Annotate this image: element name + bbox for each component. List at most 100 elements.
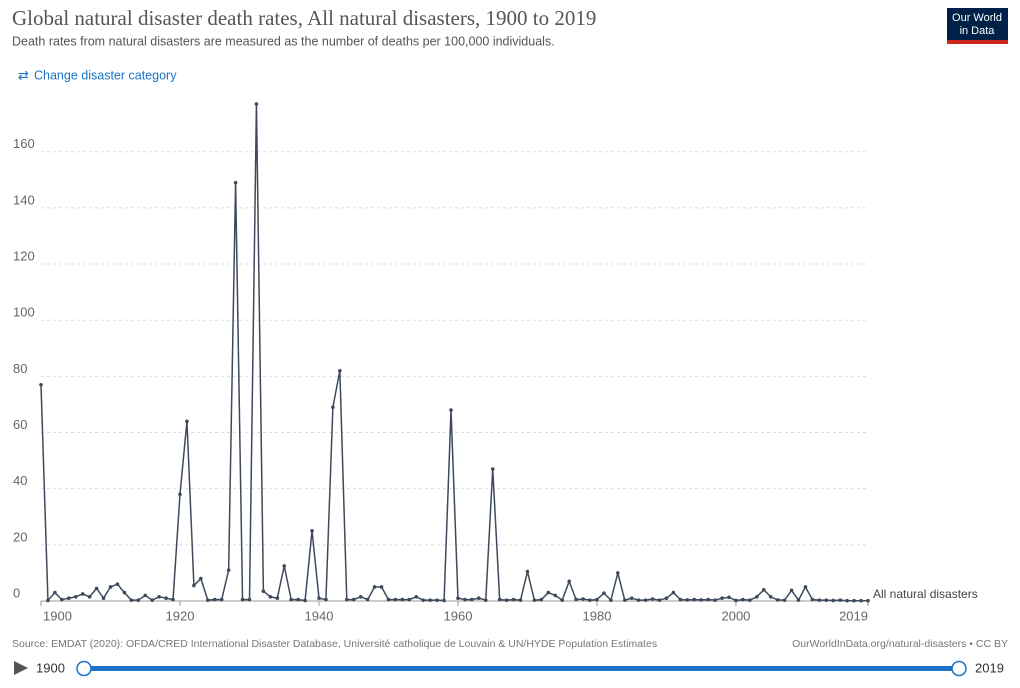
y-tick-label: 60 <box>13 417 27 432</box>
data-point <box>560 598 565 602</box>
logo-text: in Data <box>960 25 996 37</box>
data-point <box>428 598 432 602</box>
data-point <box>254 102 259 106</box>
logo-text: Our World <box>952 12 1002 24</box>
data-point <box>442 598 446 603</box>
data-point <box>616 571 620 575</box>
license: OurWorldInData.org/natural-disasters • C… <box>792 638 1008 650</box>
data-point <box>588 598 592 602</box>
timeline-handle[interactable] <box>951 660 967 677</box>
data-point <box>713 598 717 602</box>
data-point <box>483 598 488 602</box>
data-point <box>609 598 613 602</box>
data-point <box>233 180 238 185</box>
data-point <box>504 598 509 602</box>
data-point <box>664 596 669 600</box>
data-point <box>108 585 113 589</box>
change-category-button[interactable]: ⇄ Change disaster category <box>18 67 177 82</box>
timeline-track[interactable] <box>84 666 959 671</box>
logo-box <box>947 8 1008 44</box>
data-point <box>734 598 738 603</box>
data-point <box>199 576 203 581</box>
data-point <box>178 492 182 497</box>
data-point <box>414 594 419 599</box>
data-point <box>379 585 384 589</box>
y-tick-label: 80 <box>13 361 27 376</box>
data-point <box>511 597 516 602</box>
data-point <box>859 598 863 603</box>
data-point <box>317 596 321 600</box>
data-point <box>567 579 571 584</box>
data-point <box>324 597 328 602</box>
data-point <box>622 598 627 602</box>
play-button[interactable] <box>14 661 28 675</box>
x-tick-label: 1940 <box>305 608 334 623</box>
data-point <box>449 408 453 412</box>
timeline-handle[interactable] <box>76 660 92 677</box>
data-point <box>852 598 856 603</box>
x-tick-label: 1920 <box>166 608 195 623</box>
data-point <box>678 597 683 602</box>
data-point <box>699 598 704 602</box>
chart-subtitle: Death rates from natural disasters are m… <box>12 34 555 48</box>
data-point <box>789 588 794 593</box>
data-point <box>212 597 217 602</box>
data-point <box>185 419 189 424</box>
swap-icon: ⇄ <box>18 67 29 82</box>
data-point <box>289 597 293 602</box>
x-tick-label: 1980 <box>583 608 612 623</box>
data-point <box>351 597 356 602</box>
y-tick-label: 120 <box>13 248 35 263</box>
source: Source: EMDAT (2020): OFDA/CRED Internat… <box>12 638 657 650</box>
data-point <box>456 596 460 600</box>
data-point <box>497 597 502 602</box>
data-point <box>824 598 829 602</box>
plot: 0 20 40 60 80 100 120 140 160 1900 1920 1940 1960 198… <box>13 102 978 623</box>
data-point <box>247 597 252 602</box>
data-point <box>60 597 64 602</box>
data-point <box>595 597 599 602</box>
data-point <box>761 587 766 592</box>
data-point <box>706 597 710 602</box>
data-point <box>629 596 634 600</box>
data-point <box>831 598 836 603</box>
data-point <box>755 594 759 599</box>
data-point <box>386 597 391 602</box>
control-label[interactable]: Change disaster category <box>34 68 177 82</box>
data-point <box>400 597 405 602</box>
data-point <box>463 597 467 602</box>
data-point <box>803 585 808 589</box>
data-point <box>240 597 245 602</box>
data-point <box>782 598 787 602</box>
data-point <box>796 598 801 602</box>
chart-title: Global natural disaster death rates, All… <box>12 6 596 30</box>
y-tick-label: 140 <box>13 192 35 207</box>
data-point <box>344 597 349 602</box>
data-point <box>532 598 537 602</box>
data-point <box>720 596 724 600</box>
data-point <box>303 598 307 603</box>
data-point <box>727 595 731 600</box>
data-point <box>296 597 300 602</box>
data-point <box>87 594 92 599</box>
data-point <box>275 596 280 600</box>
data-point <box>574 597 578 602</box>
data-point <box>546 590 551 595</box>
data-point <box>136 598 141 602</box>
data-point <box>685 598 690 602</box>
data-point <box>372 585 377 589</box>
y-tick-label: 160 <box>13 136 35 151</box>
data-point <box>817 598 822 602</box>
data-point <box>73 594 78 599</box>
data-point <box>53 590 57 595</box>
data-point <box>46 598 50 603</box>
data-point <box>407 597 412 602</box>
data-point <box>845 598 849 603</box>
data-point <box>122 590 127 595</box>
data-point <box>143 593 148 598</box>
data-point <box>205 598 210 602</box>
data-point <box>157 594 161 599</box>
data-point <box>282 564 287 568</box>
data-point <box>581 597 585 601</box>
